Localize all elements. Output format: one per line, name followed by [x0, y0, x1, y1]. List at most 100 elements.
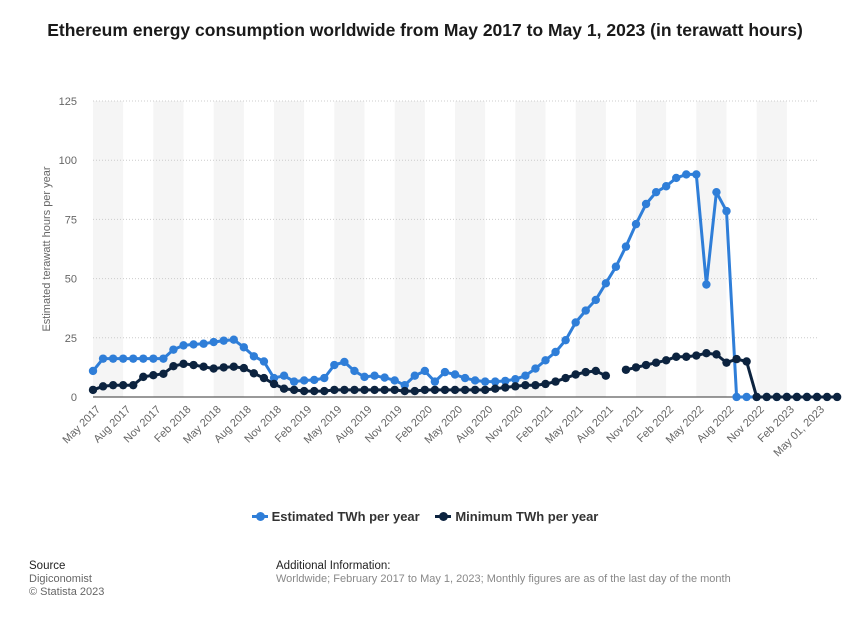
data-point-estimated	[551, 347, 560, 357]
data-point-estimated	[561, 335, 570, 345]
data-point-estimated	[289, 377, 299, 386]
additional-info: Additional Information: Worldwide; Febru…	[276, 560, 731, 586]
data-point-estimated	[129, 354, 138, 363]
data-point-minimum	[159, 369, 168, 378]
plot-band	[636, 101, 667, 397]
data-point-estimated	[108, 354, 118, 363]
data-point-minimum	[169, 362, 178, 371]
data-point-estimated	[169, 345, 178, 354]
data-point-estimated	[279, 371, 289, 380]
data-point-minimum	[310, 386, 319, 396]
data-point-estimated	[400, 380, 409, 390]
line-chart: 0 25 50 75 100 125 Estimated terawatt hours pe…	[41, 96, 842, 459]
data-point-minimum	[360, 385, 369, 395]
data-point-estimated	[88, 366, 98, 376]
data-point-minimum	[430, 385, 440, 395]
data-point-estimated	[621, 242, 631, 251]
data-point-estimated	[370, 371, 379, 380]
source-block: Source Digiconomist © Statista 2023	[29, 560, 104, 599]
plot-band	[93, 101, 124, 397]
copyright: © Statista 2023	[29, 586, 105, 598]
data-point-estimated	[149, 354, 158, 363]
data-point-minimum	[440, 385, 450, 395]
legend-item-estimated[interactable]: Estimated TWh per year	[251, 509, 420, 524]
source-link[interactable]: Digiconomist	[29, 573, 92, 585]
data-point-estimated	[330, 360, 339, 370]
data-point-estimated	[591, 295, 600, 305]
data-point-minimum	[179, 359, 188, 369]
plot-band	[213, 101, 244, 397]
data-point-estimated	[239, 343, 249, 352]
plot-band	[394, 101, 425, 397]
legend-marker-estimated	[251, 512, 268, 521]
data-point-minimum	[621, 365, 631, 374]
data-point-estimated	[611, 262, 621, 271]
data-point-estimated	[209, 337, 218, 347]
data-point-minimum	[491, 384, 500, 393]
data-point-minimum	[460, 385, 470, 395]
data-point-estimated	[430, 377, 440, 386]
data-point-estimated	[440, 367, 450, 377]
data-point-minimum	[189, 360, 198, 370]
data-point-minimum	[400, 386, 409, 396]
data-point-estimated	[380, 373, 389, 382]
data-point-minimum	[340, 385, 349, 395]
data-point-minimum	[420, 385, 430, 395]
y-axis-title: Estimated terawatt hours per year	[41, 166, 53, 331]
additional-info-heading: Additional Information:	[276, 560, 391, 572]
data-point-estimated	[249, 352, 259, 361]
legend-item-minimum[interactable]: Minimum TWh per year	[435, 509, 598, 524]
data-point-minimum	[480, 385, 490, 395]
data-point-minimum	[792, 392, 802, 402]
data-point-minimum	[450, 385, 460, 395]
data-point-estimated	[199, 339, 208, 348]
data-point-estimated	[340, 357, 349, 367]
source-heading: Source	[29, 560, 66, 572]
data-point-minimum	[118, 380, 128, 390]
data-point-minimum	[591, 366, 600, 376]
data-point-minimum	[682, 352, 691, 361]
data-point-estimated	[98, 354, 108, 363]
data-point-minimum	[752, 392, 761, 402]
data-point-estimated	[320, 373, 329, 383]
data-point-minimum	[712, 350, 721, 359]
data-point-minimum	[742, 357, 751, 366]
y-tick-label: 125	[59, 96, 77, 108]
data-point-minimum	[601, 371, 611, 380]
data-point-minimum	[269, 379, 279, 389]
y-tick-label: 25	[65, 333, 77, 345]
data-point-estimated	[692, 170, 701, 179]
chart-title: Ethereum energy consumption worldwide fr…	[47, 20, 803, 40]
data-point-minimum	[350, 385, 359, 395]
data-point-estimated	[269, 373, 279, 383]
data-point-estimated	[189, 340, 198, 349]
data-point-minimum	[249, 369, 259, 378]
legend: Estimated TWh per year Minimum TWh per y…	[0, 506, 850, 524]
data-point-estimated	[672, 173, 681, 183]
data-point-minimum	[832, 392, 842, 402]
legend-label-minimum: Minimum TWh per year	[455, 509, 599, 524]
data-point-estimated	[661, 182, 671, 191]
data-point-estimated	[631, 219, 641, 229]
data-point-estimated	[511, 375, 520, 384]
data-point-estimated	[310, 375, 319, 385]
data-point-minimum	[581, 367, 590, 377]
data-point-minimum	[541, 379, 550, 389]
data-point-minimum	[722, 358, 731, 367]
data-point-estimated	[682, 170, 691, 179]
data-point-estimated	[641, 199, 651, 209]
data-point-estimated	[581, 306, 590, 315]
data-point-minimum	[139, 372, 148, 382]
data-point-minimum	[199, 362, 208, 371]
data-point-minimum	[410, 386, 419, 396]
data-point-minimum	[762, 392, 771, 402]
data-point-minimum	[822, 392, 832, 402]
data-point-minimum	[279, 384, 289, 393]
y-tick-label: 100	[59, 155, 77, 167]
data-point-estimated	[601, 279, 611, 288]
data-point-minimum	[149, 371, 158, 380]
data-point-estimated	[571, 318, 580, 327]
data-point-estimated	[390, 376, 399, 385]
data-point-minimum	[782, 392, 792, 402]
data-point-estimated	[410, 371, 419, 380]
